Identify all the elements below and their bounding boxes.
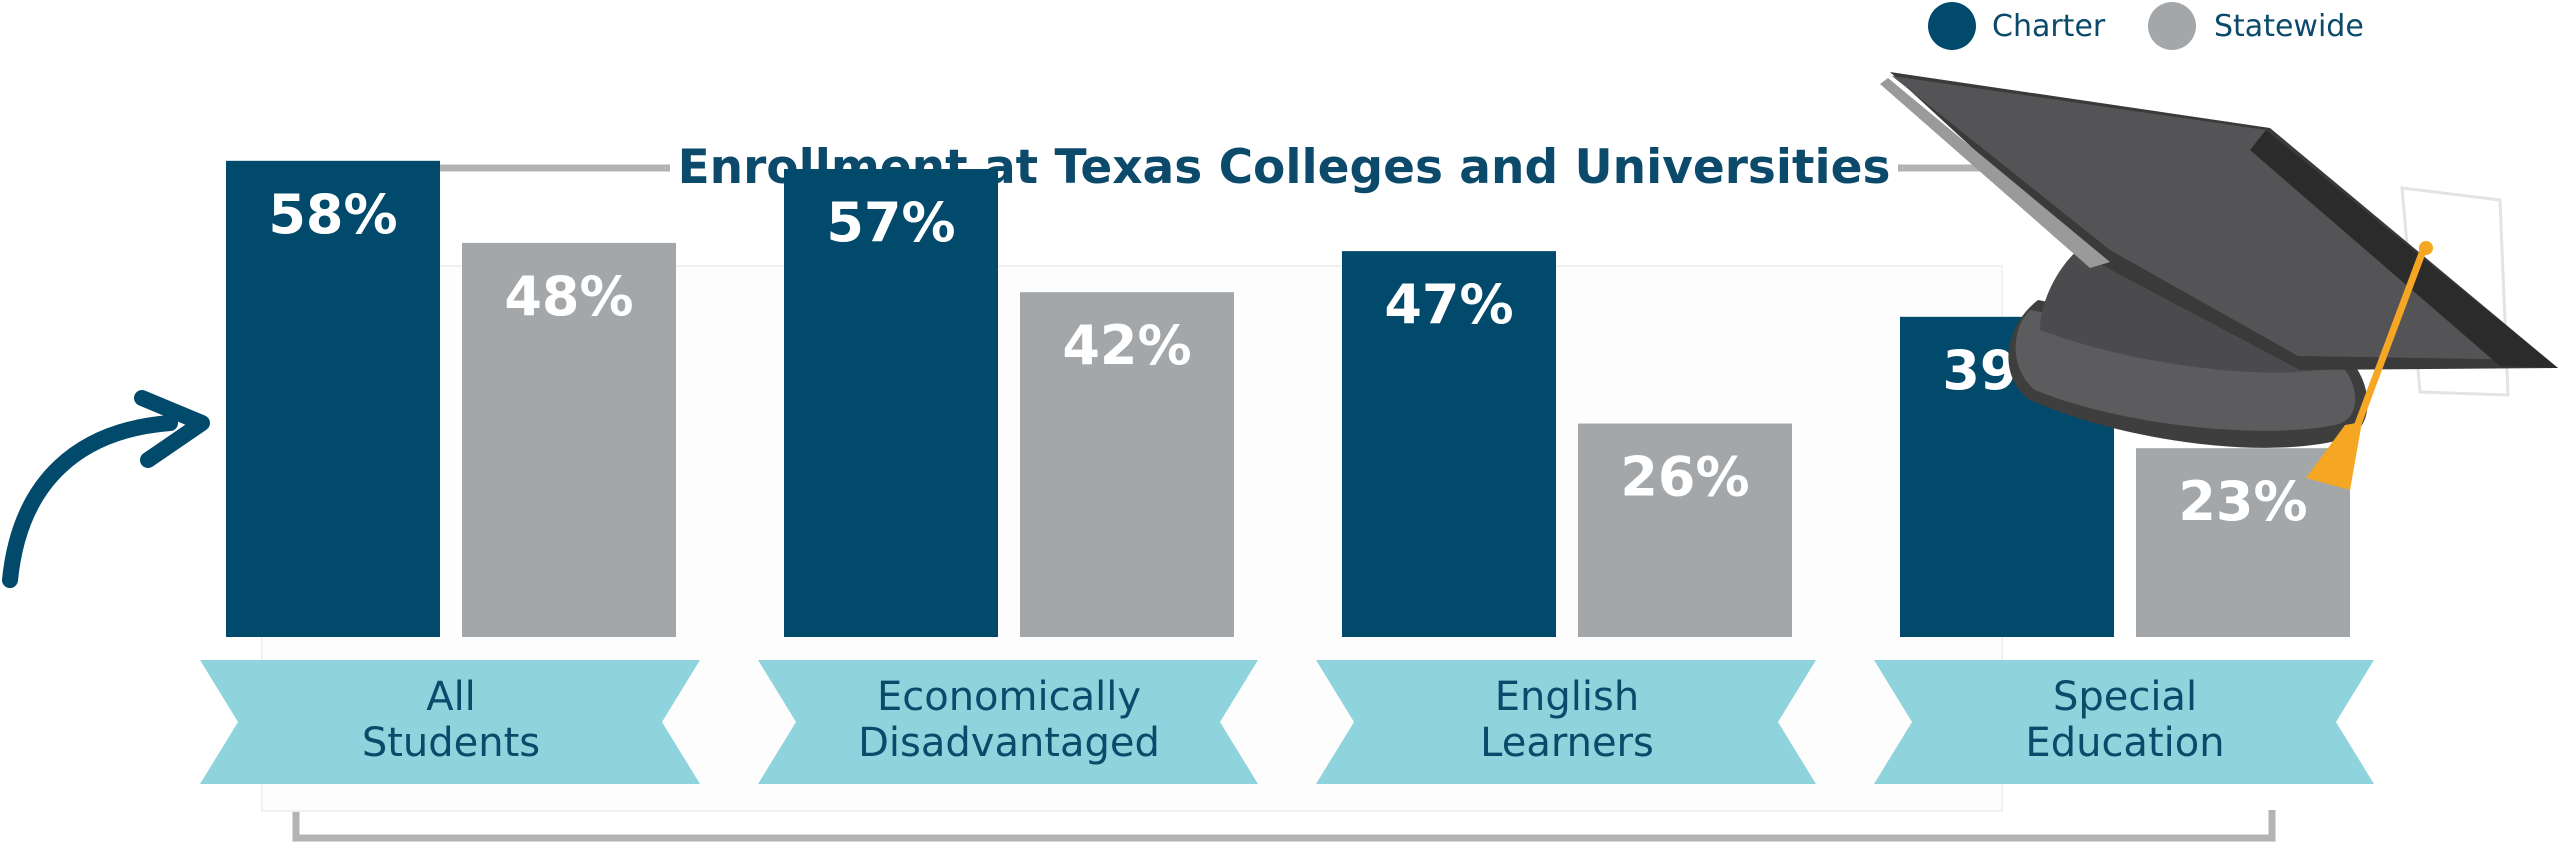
bar-charter-1 <box>226 160 440 637</box>
bar-label-charter-3: 47% <box>1384 273 1513 336</box>
category-ribbon-4 <box>1874 660 2374 784</box>
bottom-bracket <box>292 810 2276 842</box>
bar-statewide-3 <box>1578 423 1792 637</box>
bar-label-statewide-4: 23% <box>2178 470 2307 533</box>
category-label-4-line-2: Education <box>2025 720 2224 766</box>
legend-charter-label: Charter <box>1992 9 2106 44</box>
category-ribbon-3 <box>1316 660 1816 784</box>
category-label-3-line-2: Learners <box>1480 720 1654 766</box>
bar-label-statewide-3: 26% <box>1620 446 1749 509</box>
category-ribbon-2 <box>758 660 1258 784</box>
bar-label-charter-1: 58% <box>268 183 397 246</box>
category-label-4-line-1: Special <box>2053 674 2197 720</box>
category-label-2-line-1: Economically <box>877 674 1141 720</box>
legend-charter-swatch <box>1928 2 1976 50</box>
legend: Charter Statewide <box>1928 2 2364 50</box>
bar-label-statewide-2: 42% <box>1062 314 1191 377</box>
bar-statewide-2 <box>1020 292 1234 637</box>
legend-statewide-swatch <box>2148 2 2196 50</box>
category-label-1-line-1: All <box>426 674 476 720</box>
graduation-cap-icon <box>1880 72 2558 490</box>
category-label-2-line-2: Disadvantaged <box>858 720 1160 766</box>
bar-charter-2 <box>784 169 998 637</box>
category-ribbon-1 <box>200 660 700 784</box>
bar-label-charter-2: 57% <box>826 191 955 254</box>
bar-label-statewide-1: 48% <box>504 265 633 328</box>
category-label-3-line-1: English <box>1495 674 1639 720</box>
bars-group: 58%48%57%42%47%26%39%23% <box>226 160 2350 638</box>
legend-statewide-label: Statewide <box>2214 9 2364 44</box>
curved-arrow-icon <box>2 390 210 588</box>
category-label-1-line-2: Students <box>362 720 540 766</box>
bar-statewide-1 <box>462 242 676 638</box>
bar-charter-3 <box>1342 251 1556 637</box>
